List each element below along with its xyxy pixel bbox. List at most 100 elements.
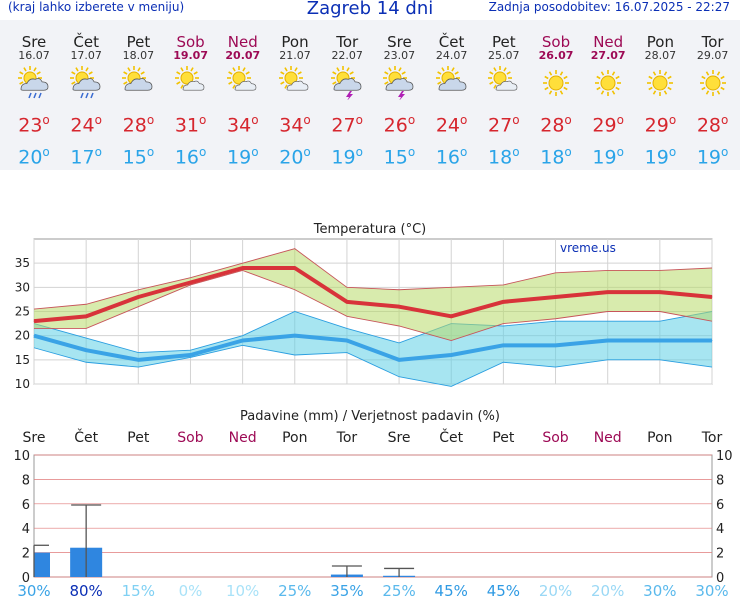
max-temp: 24o [70, 113, 102, 137]
min-temp: 16o [435, 145, 468, 169]
max-temp-range-lower-edge [34, 269, 713, 341]
day-name: Pet [126, 33, 151, 51]
y-tick-label: 25 [15, 305, 30, 319]
max-temp-line-point [659, 291, 661, 293]
watermark: vreme.us [560, 241, 616, 255]
min-temp: 15o [122, 145, 155, 169]
min-temp: 20o [279, 145, 311, 169]
precip-probability: 10% [226, 582, 259, 600]
plot-area [33, 454, 713, 578]
max-temp-line-point [711, 296, 713, 298]
day-date: 27.07 [590, 49, 626, 62]
precip-probability: 30% [695, 582, 728, 600]
min-temp: 19o [644, 145, 677, 169]
sun-small-cloud-icon [218, 66, 268, 100]
sun-cloud-rain-icon [61, 66, 111, 100]
precip-probability: 25% [278, 582, 311, 600]
sun-cloud-rain-icon [9, 66, 59, 100]
precip-probability: 30% [643, 582, 676, 600]
x-category-label: Sre [388, 430, 411, 446]
day-name: Čet [438, 33, 465, 51]
day-name: Ned [227, 33, 258, 51]
precip-probability: 20% [539, 582, 572, 600]
x-category-label: Pon [282, 430, 307, 446]
day-name: Tor [336, 33, 359, 51]
min-temp-line-point [137, 359, 139, 361]
y-tick-label-right: 10 [716, 449, 733, 464]
min-temp: 17o [70, 145, 102, 169]
y-tick-label-left: 2 [22, 547, 30, 562]
sun-icon [531, 66, 581, 100]
max-temp: 28o [540, 113, 572, 137]
min-temp: 19o [331, 145, 363, 169]
max-temp-line-point [189, 282, 191, 283]
forecast-strip: Sre 16.07 23o 20o Čet 17.07 24o 17o Pet 18.07 28o 1… [0, 20, 740, 170]
sun-cloud-storm-icon [322, 66, 372, 101]
day-date: 16.07 [18, 49, 50, 62]
min-temp: 19o [227, 145, 259, 169]
precip-probability: 45% [487, 582, 520, 600]
sun-small-cloud-icon [479, 66, 529, 100]
day-date: 18.07 [122, 49, 155, 62]
temperature-chart: 10 15 20 25 30 35 Temperatura (°C) vreme.us [15, 222, 713, 391]
day-column: Sre 16.07 23o 20o [9, 20, 59, 169]
day-name: Pet [491, 33, 516, 51]
min-temp-line-point [398, 359, 400, 361]
min-temp-line-point [346, 340, 348, 341]
y-tick-label-right: 6 [716, 498, 724, 513]
day-column: Pon 21.07 34o 20o [270, 20, 320, 169]
day-column: Tor 22.07 27o 19o [322, 20, 372, 169]
x-category-label: Pon [647, 430, 672, 446]
y-tick-label-right: 0 [716, 571, 724, 586]
max-temp: 34o [279, 113, 311, 137]
sun-cloud-icon [427, 66, 477, 100]
day-date: 28.07 [644, 49, 677, 62]
day-column: Tor 29.07 28o 19o [688, 20, 738, 169]
max-temp-line [33, 266, 713, 324]
x-category-label: Pet [127, 430, 150, 446]
min-temp-line-point [555, 344, 557, 346]
min-temp: 18o [488, 145, 520, 169]
max-temp-line-point [85, 315, 87, 317]
day-date: 23.07 [383, 49, 416, 62]
min-temp-line-point [85, 349, 87, 351]
x-category-label: Čet [439, 428, 463, 446]
day-name: Sre [387, 33, 412, 51]
max-temp-line-point [398, 306, 400, 308]
day-date: 24.07 [435, 49, 468, 62]
y-tick-label: 10 [15, 377, 30, 391]
y-tick-label-left: 4 [22, 522, 30, 537]
max-temp-line-point [346, 301, 348, 303]
min-temp-line-point [242, 340, 244, 341]
temperature-chart-title: Temperatura (°C) [313, 222, 426, 237]
min-temp-line-point [502, 344, 504, 346]
precipitation-chart: Padavine (mm) / Verjetnost padavin (%) Sr… [13, 409, 733, 600]
sun-cloud-storm-icon [374, 66, 424, 101]
page-title: Zagreb 14 dni [306, 0, 434, 19]
y-tick-label-right: 4 [716, 522, 724, 537]
max-temp-line-point [502, 301, 504, 303]
last-update: Zadnja posodobitev: 16.07.2025 - 22:27 [488, 0, 730, 14]
max-temp-line-point [555, 296, 557, 298]
precip-probability: 45% [435, 582, 468, 600]
x-category-label: Tor [336, 430, 358, 446]
y-tick-label: 20 [15, 329, 30, 343]
day-name: Pon [281, 33, 309, 51]
max-temp: 27o [488, 113, 520, 137]
x-category-label: Sob [177, 430, 203, 446]
max-temp: 24o [435, 113, 468, 137]
x-category-label: Sob [542, 430, 568, 446]
day-name: Ned [593, 33, 624, 51]
min-temp: 19o [696, 145, 729, 169]
day-column: Ned 27.07 29o 19o [583, 20, 633, 169]
sun-small-cloud-icon [270, 66, 320, 100]
max-temp: 27o [331, 113, 363, 137]
y-tick-label: 35 [15, 256, 30, 270]
max-temp-line-point [294, 267, 296, 269]
day-date: 21.07 [279, 49, 311, 62]
min-temp-line-point [607, 340, 609, 341]
max-temp-line-point [607, 291, 609, 293]
precipitation-chart-title: Padavine (mm) / Verjetnost padavin (%) [240, 409, 500, 424]
min-temp: 20o [18, 145, 50, 169]
precip-probability: 0% [179, 582, 203, 600]
